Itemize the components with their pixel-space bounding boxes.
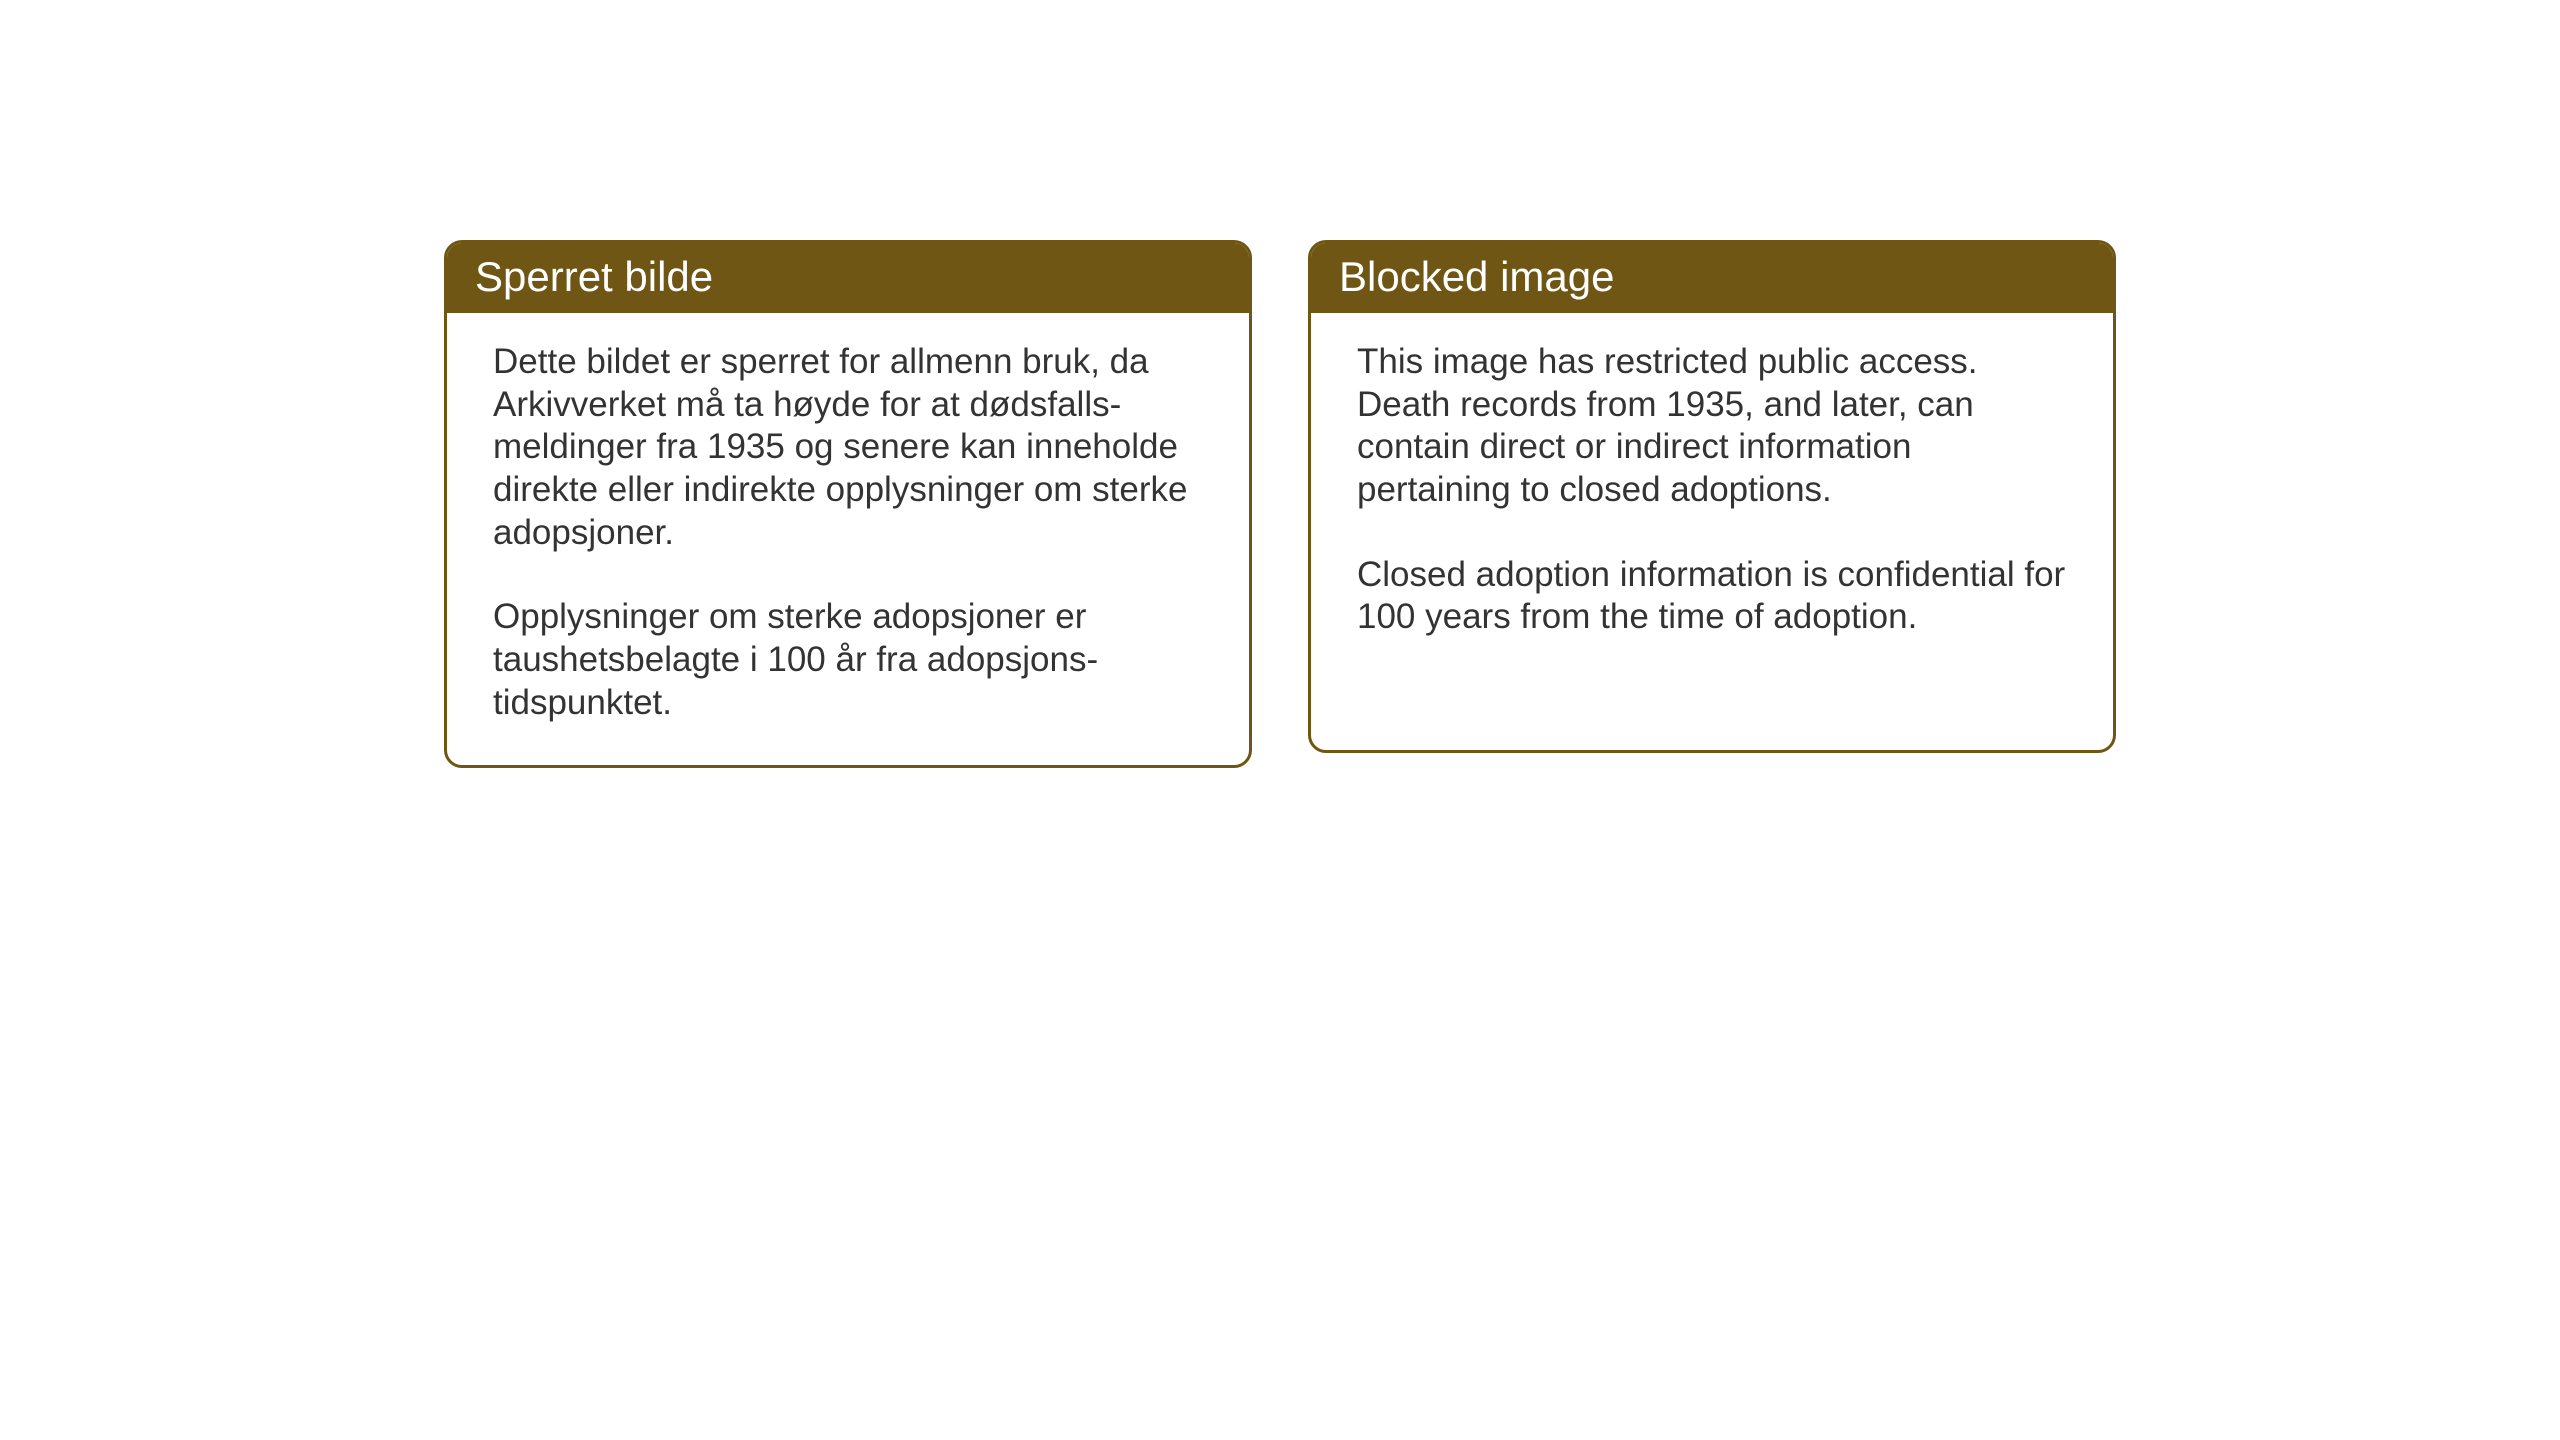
card-norwegian-paragraph-2: Opplysninger om sterke adopsjoner er tau… <box>493 596 1203 724</box>
card-english-paragraph-2: Closed adoption information is confident… <box>1357 554 2067 639</box>
card-norwegian-body: Dette bildet er sperret for allmenn bruk… <box>447 313 1249 765</box>
card-english-body: This image has restricted public access.… <box>1311 313 2113 679</box>
card-norwegian-paragraph-1: Dette bildet er sperret for allmenn bruk… <box>493 341 1203 554</box>
card-norwegian-title: Sperret bilde <box>475 253 713 300</box>
cards-container: Sperret bilde Dette bildet er sperret fo… <box>444 240 2116 768</box>
card-english: Blocked image This image has restricted … <box>1308 240 2116 753</box>
card-english-title: Blocked image <box>1339 253 1614 300</box>
card-english-paragraph-1: This image has restricted public access.… <box>1357 341 2067 512</box>
card-norwegian-header: Sperret bilde <box>447 243 1249 313</box>
card-english-header: Blocked image <box>1311 243 2113 313</box>
card-norwegian: Sperret bilde Dette bildet er sperret fo… <box>444 240 1252 768</box>
